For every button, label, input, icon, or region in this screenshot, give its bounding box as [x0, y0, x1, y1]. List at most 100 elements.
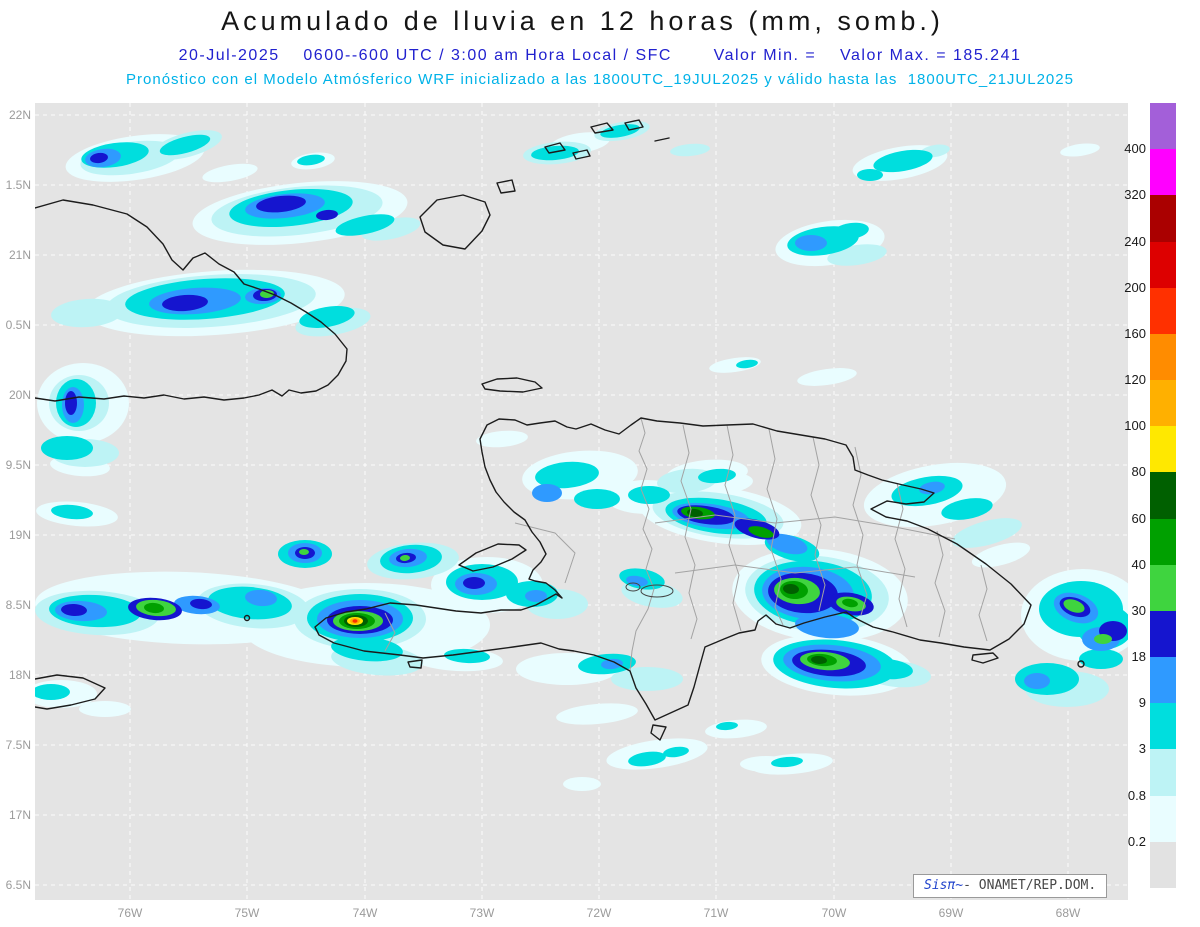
- islands-turks-caicos: [544, 119, 670, 160]
- coastline-cuba: [35, 199, 348, 402]
- lat-tick-label: 8.5N: [5, 598, 31, 612]
- province-line: [934, 530, 946, 638]
- legend-value-label: 200: [1124, 279, 1146, 295]
- precipitation-shading: [35, 120, 1128, 791]
- precip-cell: [299, 306, 355, 328]
- precip-cell: [952, 518, 1022, 548]
- lon-tick-label: 74W: [352, 906, 378, 920]
- legend-value-label: 160: [1124, 325, 1146, 341]
- precip-cell: [35, 684, 70, 700]
- legend-value-label: 80: [1131, 464, 1146, 480]
- legend-value-label: 120: [1124, 372, 1146, 388]
- admin-borders: [384, 417, 988, 672]
- precip-cell: [90, 152, 108, 164]
- island-saona: [971, 652, 999, 664]
- precip-cell: [245, 589, 277, 607]
- province-line: [680, 424, 698, 640]
- precip-cell: [535, 461, 599, 489]
- precip-cell: [316, 209, 338, 221]
- legend-color-cell: [1150, 287, 1176, 334]
- lon-tick-label: 69W: [938, 906, 964, 920]
- precip-cell: [705, 719, 767, 739]
- lon-tick-label: 76W: [117, 906, 143, 920]
- precip-cell: [626, 575, 648, 587]
- legend-color-cell: [1150, 472, 1176, 519]
- precip-cell: [144, 602, 164, 614]
- legend-color-cell: [1150, 657, 1176, 704]
- precip-cell: [563, 777, 601, 791]
- province-line: [724, 424, 742, 632]
- island-ile-a-vache: [407, 659, 423, 669]
- precip-cell: [811, 655, 827, 665]
- precip-cell: [797, 368, 857, 386]
- lat-tick-label: 17N: [8, 808, 31, 822]
- source-credit-text: - ONAMET/REP.DOM.: [963, 878, 1097, 893]
- precip-cell: [736, 359, 758, 369]
- legend-value-label: 40: [1131, 556, 1146, 572]
- precip-cell: [65, 391, 77, 415]
- legend-color-cell: [1150, 380, 1176, 427]
- precip-cell: [1024, 673, 1050, 689]
- precip-cell: [352, 619, 358, 623]
- department-line-haiti: [384, 612, 396, 652]
- legend-color-cell: [1150, 333, 1176, 381]
- precip-cell: [1063, 599, 1085, 613]
- precip-cell: [628, 751, 666, 767]
- precip-cell: [766, 533, 808, 555]
- precip-cell: [941, 498, 993, 520]
- sispi-logo: Sisπ~: [924, 878, 964, 893]
- legend-value-label: 400: [1124, 141, 1146, 157]
- legend-value-label: 30: [1131, 602, 1146, 618]
- precip-cell: [663, 746, 689, 758]
- province-line: [766, 428, 784, 626]
- legend-value-label: 9: [1138, 695, 1146, 711]
- legend-color-cell: [1150, 149, 1176, 196]
- source-credit-box: Sisπ~- ONAMET/REP.DOM.: [913, 874, 1108, 898]
- precip-cell: [574, 489, 620, 509]
- province-line: [852, 446, 868, 616]
- lon-tick-label: 72W: [586, 906, 612, 920]
- island-beata: [650, 724, 667, 741]
- legend-value-label: 3: [1138, 741, 1146, 757]
- precip-cell: [297, 154, 325, 166]
- precip-cell: [833, 222, 869, 240]
- precip-cell: [716, 721, 738, 731]
- precip-cell: [1079, 649, 1123, 669]
- precip-cell: [190, 598, 212, 610]
- precip-cell: [299, 549, 309, 555]
- precip-cell: [1060, 143, 1100, 157]
- lat-tick-label: 20N: [8, 388, 31, 402]
- precip-cell: [531, 145, 579, 161]
- precip-cell: [857, 169, 883, 181]
- lon-tick-label: 68W: [1055, 906, 1081, 920]
- lat-tick-label: 1.5N: [5, 178, 31, 192]
- precip-cell: [256, 195, 306, 213]
- precip-cell: [842, 598, 858, 608]
- precip-cell: [525, 590, 547, 602]
- precip-cell: [51, 298, 123, 328]
- border-haiti-dr: [629, 417, 655, 672]
- legend-value-label: 18: [1131, 649, 1146, 665]
- precip-cell: [873, 149, 933, 173]
- department-line-haiti: [514, 522, 576, 584]
- lon-tick-label: 70W: [821, 906, 847, 920]
- coastline-jamaica: [35, 674, 106, 710]
- lat-tick-label: 6.5N: [5, 878, 31, 892]
- precip-cell: [162, 294, 208, 312]
- precip-cell: [335, 214, 395, 236]
- precip-cell: [748, 526, 774, 538]
- island-gonave: [458, 543, 527, 572]
- precip-cell: [260, 289, 274, 299]
- lon-tick-label: 71W: [703, 906, 729, 920]
- precip-cell: [611, 667, 683, 691]
- map-plot: [35, 103, 1128, 900]
- precip-cell: [919, 481, 945, 495]
- subtitle-valid-time: 20-Jul-2025 0600--600 UTC / 3:00 am Hora…: [178, 47, 1022, 64]
- lake-enriquillo: [640, 584, 674, 598]
- legend-value-label: 0.8: [1127, 787, 1146, 803]
- precip-cell: [400, 554, 410, 562]
- legend-value-label: 240: [1124, 233, 1146, 249]
- precip-cell: [556, 703, 638, 725]
- legend-value-label: 320: [1124, 187, 1146, 203]
- lon-tick-label: 75W: [234, 906, 260, 920]
